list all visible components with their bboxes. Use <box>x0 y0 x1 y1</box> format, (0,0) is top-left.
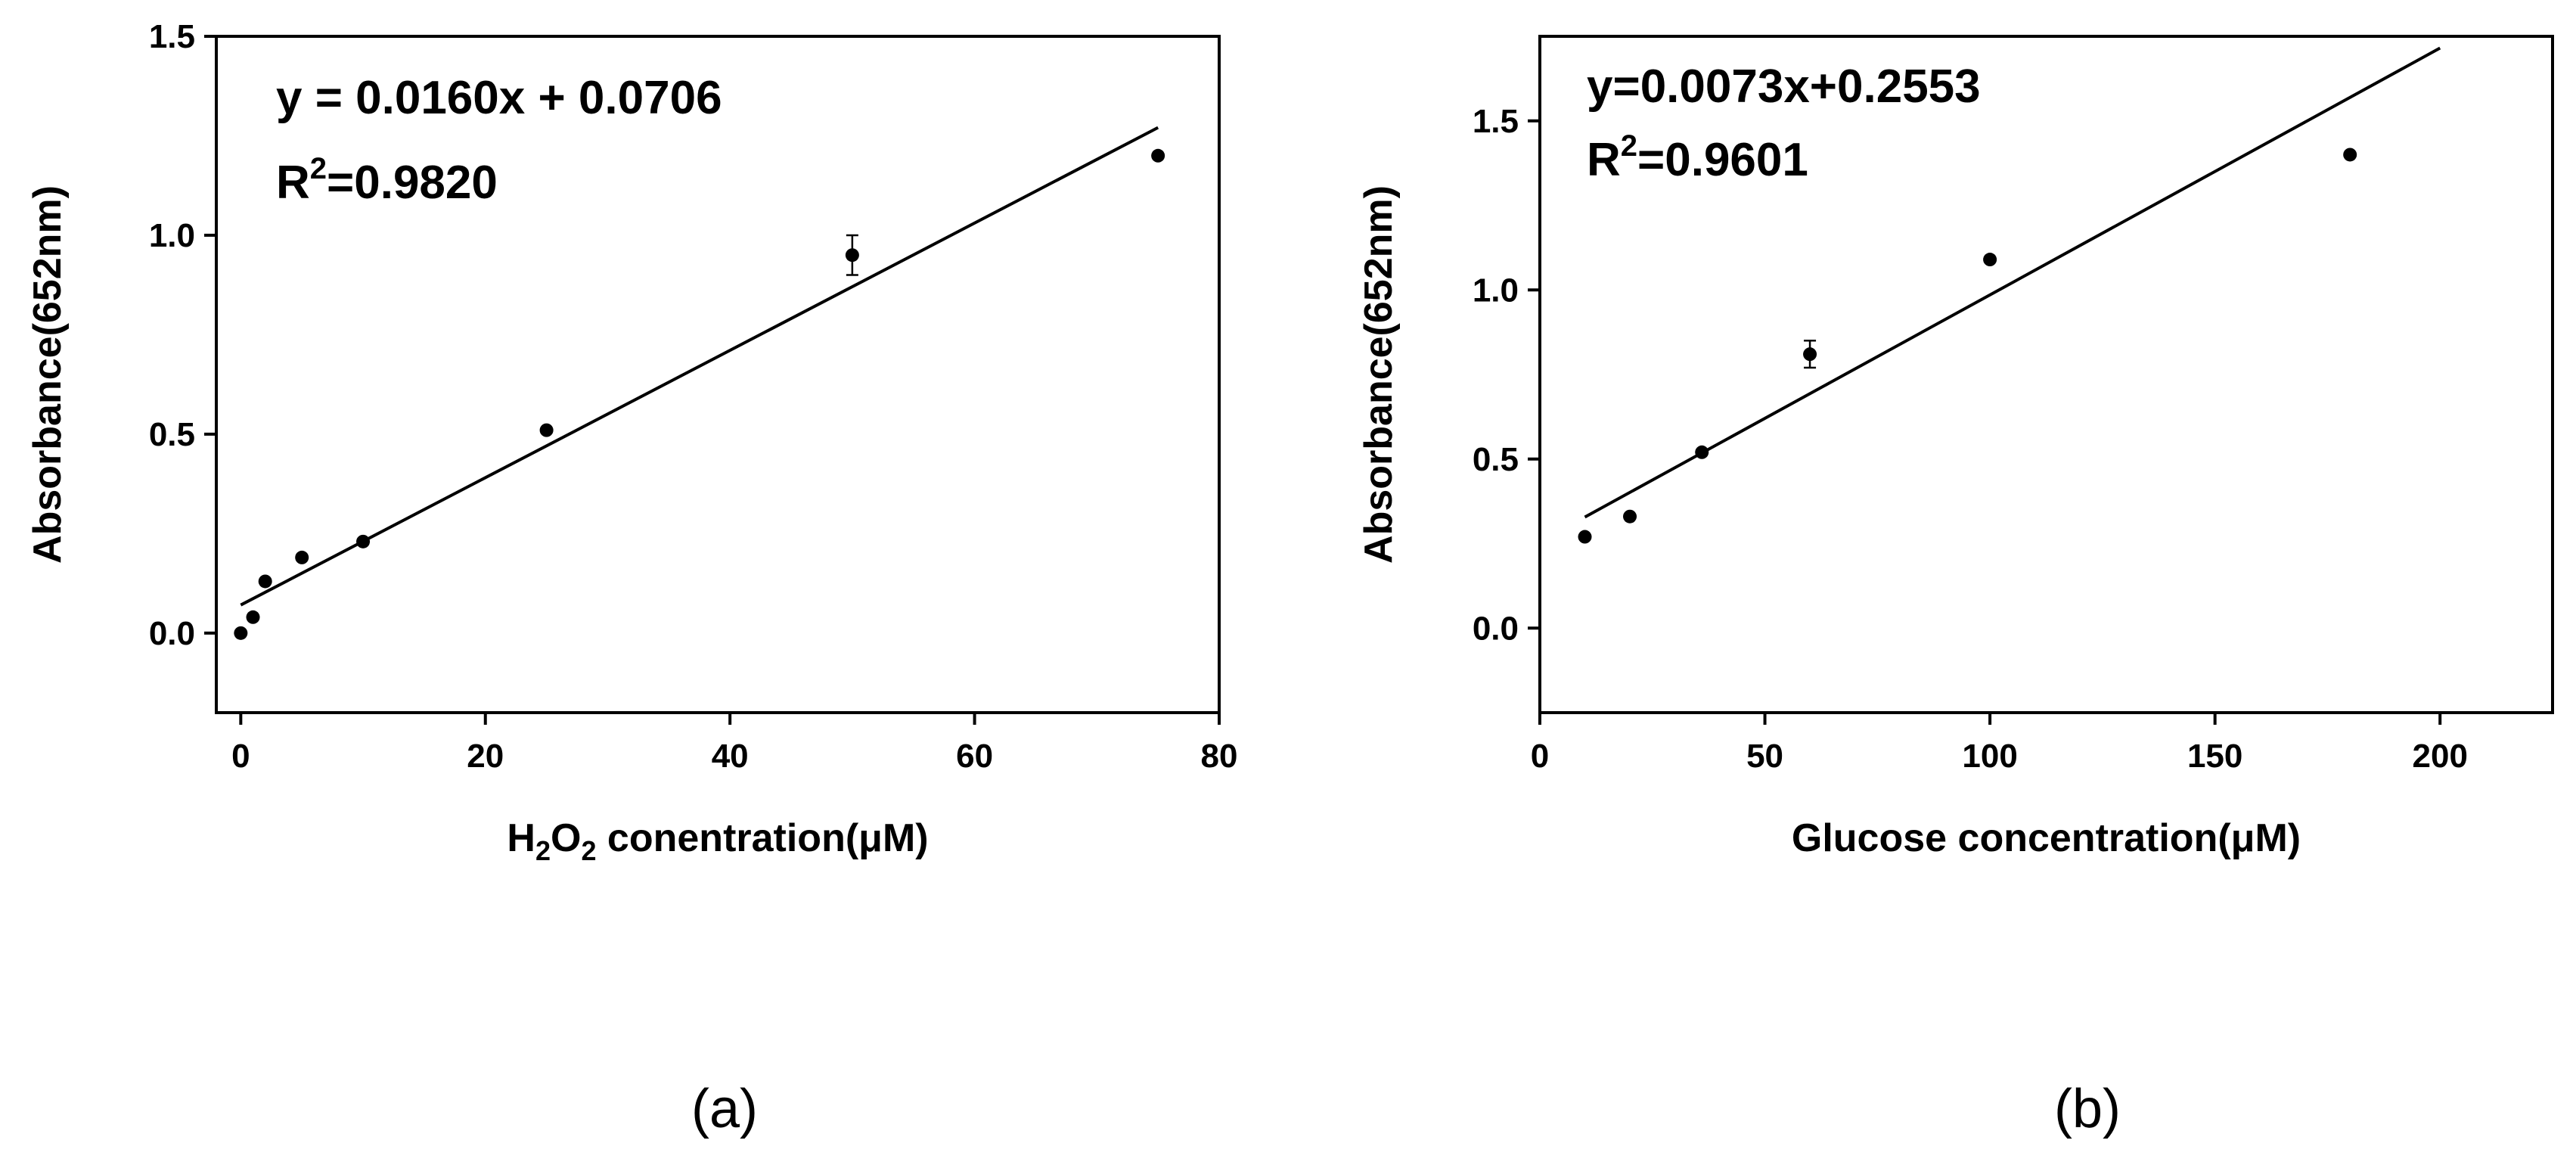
r-squared-prefix: R <box>1587 134 1621 186</box>
x-axis-title-part: conentration(μM) <box>596 816 928 860</box>
data-point <box>295 550 309 564</box>
r-squared-superscript: 2 <box>310 152 327 185</box>
fit-line <box>1584 46 2441 519</box>
x-tick-label: 20 <box>467 738 504 775</box>
plot-frame <box>215 35 1221 714</box>
fit-line <box>240 126 1159 607</box>
y-tick-label: 1.5 <box>1473 103 1519 140</box>
x-axis-title: Glucose concentration(μM) <box>1792 816 2301 860</box>
fit-equation: y = 0.0160x + 0.0706 <box>276 72 722 124</box>
x-axis-title-part: H <box>507 816 535 860</box>
data-point <box>246 610 260 624</box>
y-tick-label: 0.5 <box>149 416 195 453</box>
data-point <box>1983 253 1997 267</box>
x-tick-label: 50 <box>1746 738 1783 775</box>
r-squared-prefix: R <box>276 157 310 209</box>
x-axis-title-part: O <box>551 816 581 860</box>
data-point <box>1578 530 1592 544</box>
x-tick-label: 0 <box>1531 738 1549 775</box>
y-axis-title: Absorbance(652nm) <box>26 185 70 564</box>
data-point <box>1803 347 1817 362</box>
y-tick-label: 0.5 <box>1473 441 1519 478</box>
panel-label: (b) <box>2054 1079 2121 1139</box>
y-tick-label: 0.0 <box>149 615 195 652</box>
x-tick-label: 200 <box>2413 738 2468 775</box>
data-point <box>2343 148 2357 162</box>
data-point <box>258 574 272 589</box>
data-point <box>845 248 859 263</box>
x-axis-title-subscript: 2 <box>581 835 596 866</box>
x-axis-title-part: Glucose concentration(μM) <box>1792 816 2301 860</box>
chart-panel-b: 0 50 100 150 200 0.0 0.5 1.0 1.5 Glucose concentr… <box>1357 35 2554 1139</box>
y-tick-label: 1.0 <box>149 217 195 254</box>
data-point <box>1623 509 1637 524</box>
data-point <box>234 626 248 640</box>
y-axis-title: Absorbance(652nm) <box>1357 185 1401 564</box>
r-squared-superscript: 2 <box>1621 129 1637 163</box>
r-squared-value: =0.9820 <box>327 157 498 209</box>
y-tick-label: 1.0 <box>1473 272 1519 309</box>
fit-equation: y=0.0073x+0.2553 <box>1587 61 1981 113</box>
r-squared: R2=0.9601 <box>1587 129 1808 186</box>
plot-frame <box>1538 35 2554 714</box>
x-tick-label: 80 <box>1201 738 1238 775</box>
x-tick-label: 60 <box>956 738 993 775</box>
x-axis-title-subscript: 2 <box>535 835 551 866</box>
data-point <box>539 423 554 437</box>
x-tick-label: 0 <box>231 738 250 775</box>
data-point <box>1695 445 1709 459</box>
y-tick-label: 0.0 <box>1473 610 1519 647</box>
panel-label: (a) <box>691 1079 758 1139</box>
x-tick-label: 40 <box>712 738 749 775</box>
r-squared: R2=0.9820 <box>276 152 498 209</box>
x-tick-label: 100 <box>1962 738 2017 775</box>
y-tick-label: 1.5 <box>149 18 195 55</box>
data-point <box>356 534 371 548</box>
data-point <box>1151 148 1165 163</box>
x-axis-title: H2O2 conentration(μM) <box>507 816 928 866</box>
x-tick-label: 150 <box>2187 738 2242 775</box>
r-squared-value: =0.9601 <box>1637 134 1808 186</box>
